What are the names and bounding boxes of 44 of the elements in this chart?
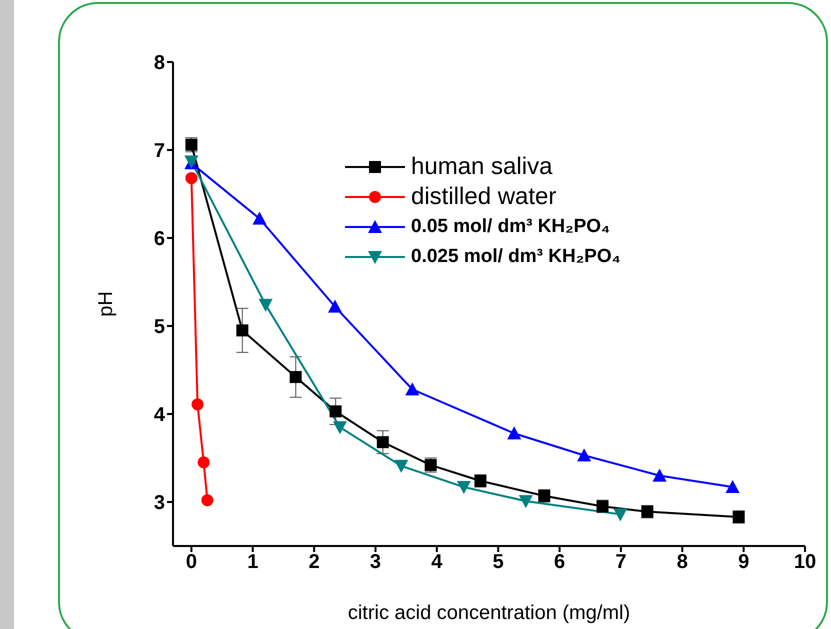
y-tick-label: 7 bbox=[154, 140, 165, 162]
x-tick-label: 1 bbox=[247, 551, 258, 574]
y-tick-label: 6 bbox=[154, 228, 165, 250]
x-tick-label: 5 bbox=[492, 551, 504, 574]
point bbox=[652, 468, 667, 482]
point bbox=[394, 460, 408, 473]
point bbox=[613, 508, 628, 522]
point bbox=[456, 481, 471, 494]
x-tick-label: 4 bbox=[431, 551, 444, 574]
point bbox=[198, 456, 210, 468]
point bbox=[726, 480, 740, 494]
point bbox=[330, 405, 342, 418]
point bbox=[192, 398, 204, 410]
x-axis-title: citric acid concentration (mg/ml) bbox=[348, 602, 630, 624]
point bbox=[290, 371, 302, 384]
point bbox=[328, 300, 342, 313]
point bbox=[332, 421, 347, 434]
point bbox=[577, 448, 592, 462]
y-tick-label: 4 bbox=[154, 404, 166, 426]
legend-label: 0.025 mol/ dm³ KH₂PO₄ bbox=[411, 246, 621, 268]
point bbox=[376, 436, 389, 448]
y-axis-title: pH bbox=[95, 291, 118, 317]
point bbox=[518, 495, 533, 508]
y-tick-label: 5 bbox=[154, 316, 165, 338]
x-tick-label: 7 bbox=[615, 551, 626, 574]
point bbox=[185, 172, 198, 184]
legend-label: distilled water bbox=[411, 183, 556, 211]
point bbox=[236, 324, 248, 336]
point bbox=[201, 494, 214, 506]
point bbox=[258, 298, 273, 312]
y-tick-label: 8 bbox=[154, 52, 165, 74]
x-tick-label: 6 bbox=[554, 551, 566, 574]
legend-label: 0.05 mol/ dm³ KH₂PO₄ bbox=[411, 216, 610, 238]
x-tick-label: 10 bbox=[794, 551, 816, 574]
x-tick-label: 2 bbox=[308, 551, 320, 574]
legend-label: human saliva bbox=[411, 153, 552, 181]
x-tick-label: 0 bbox=[186, 551, 197, 574]
point bbox=[252, 212, 267, 225]
x-tick-label: 8 bbox=[676, 551, 688, 574]
point bbox=[507, 426, 522, 440]
x-tick-label: 3 bbox=[370, 551, 382, 574]
y-tick-label: 3 bbox=[154, 492, 165, 514]
point bbox=[405, 382, 420, 396]
x-tick-label: 9 bbox=[738, 551, 750, 574]
